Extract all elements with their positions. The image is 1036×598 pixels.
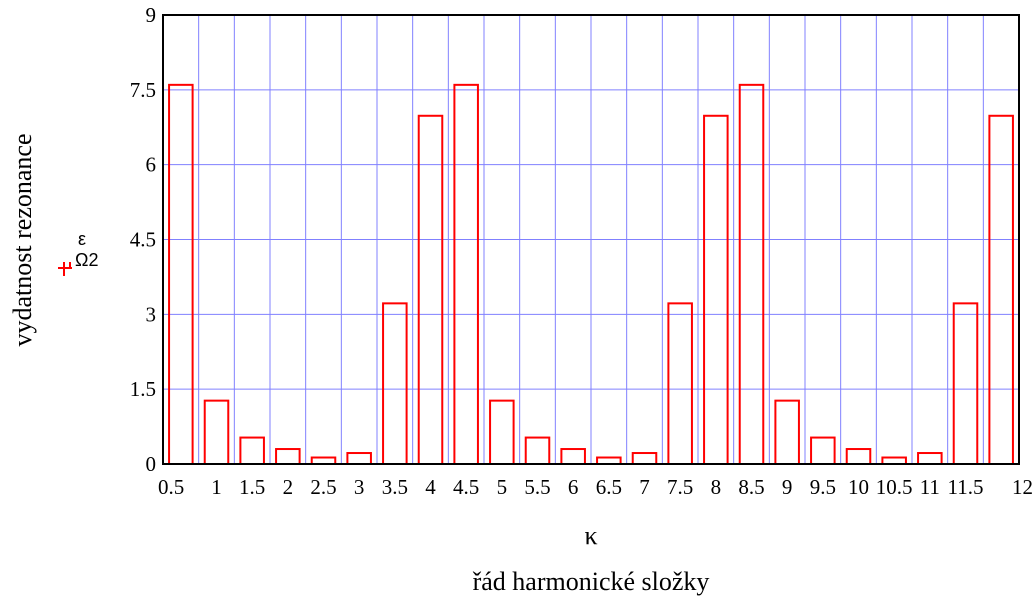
- series-symbol-subscript: Ω2: [75, 250, 98, 270]
- x-tick-label: 8.5: [738, 475, 764, 499]
- x-tick-label: 6.5: [596, 475, 622, 499]
- x-tick-label: 8: [711, 475, 722, 499]
- bar: [453, 83, 479, 465]
- bar: [489, 399, 515, 466]
- x-tick-label: 11.5: [948, 475, 984, 499]
- grid: [163, 15, 1019, 464]
- series-symbol-superscript: ε: [78, 229, 86, 249]
- x-tick-label: 7.5: [667, 475, 693, 499]
- bar: [524, 436, 551, 466]
- bar: [168, 83, 194, 465]
- x-tick-label: 4.5: [453, 475, 479, 499]
- x-tick-label: 3: [354, 475, 365, 499]
- bar: [988, 114, 1014, 466]
- x-tick-label: 7: [639, 475, 650, 499]
- bar: [917, 452, 943, 465]
- x-tick-label: 9: [782, 475, 793, 499]
- x-tick-label: 9.5: [810, 475, 836, 499]
- y-tick-label: 1.5: [130, 377, 156, 401]
- y-tick-label: 4.5: [130, 228, 156, 252]
- x-tick-label: 10: [848, 475, 869, 499]
- bar: [239, 436, 265, 466]
- bar: [703, 114, 729, 466]
- y-tick-labels: 0 1.5 3 4.5 6 7.5 9: [130, 3, 156, 476]
- bar: [631, 452, 658, 465]
- x-tick-label: 1: [211, 475, 222, 499]
- x-axis-symbol: κ: [584, 521, 597, 550]
- bar: [417, 114, 444, 466]
- bar: [382, 302, 408, 466]
- x-tick-label: 11: [920, 475, 940, 499]
- bar: [845, 448, 872, 465]
- bar: [810, 436, 836, 466]
- x-tick-labels: 0.5 1 1.5 2 2.5 3 3.5 4 4.5 5 5.5 6 6.5 7 7.5 8 8.5 9 9.5 1…: [158, 475, 1033, 499]
- bar: [774, 399, 800, 466]
- y-tick-label: 9: [146, 3, 157, 27]
- y-tick-label: 0: [146, 452, 157, 476]
- x-tick-label: 2.5: [310, 475, 336, 499]
- bar: [203, 399, 230, 466]
- bar: [952, 302, 979, 466]
- x-tick-label: 4: [425, 475, 436, 499]
- y-tick-label: 7.5: [130, 78, 156, 102]
- y-axis-title: vydatnost rezonance: [8, 134, 37, 347]
- y-tick-label: 6: [146, 153, 157, 177]
- x-tick-label: 3.5: [382, 475, 408, 499]
- x-tick-label: 2: [283, 475, 294, 499]
- bar: [560, 448, 586, 465]
- x-tick-label: 5.5: [524, 475, 550, 499]
- x-tick-label: 10.5: [876, 475, 913, 499]
- bar: [667, 302, 693, 466]
- x-tick-label: 0.5: [158, 475, 184, 499]
- x-tick-label: 6: [568, 475, 579, 499]
- bar: [738, 83, 765, 465]
- bar: [275, 448, 301, 465]
- plot-frame: [162, 14, 1020, 465]
- x-tick-label: 12: [1012, 475, 1033, 499]
- x-tick-label: 5: [497, 475, 508, 499]
- x-tick-label: 1.5: [239, 475, 265, 499]
- y-tick-label: 3: [146, 302, 157, 326]
- series-legend-marker: [58, 262, 72, 276]
- x-axis-title: řád harmonické složky: [473, 567, 710, 596]
- bar: [346, 452, 372, 465]
